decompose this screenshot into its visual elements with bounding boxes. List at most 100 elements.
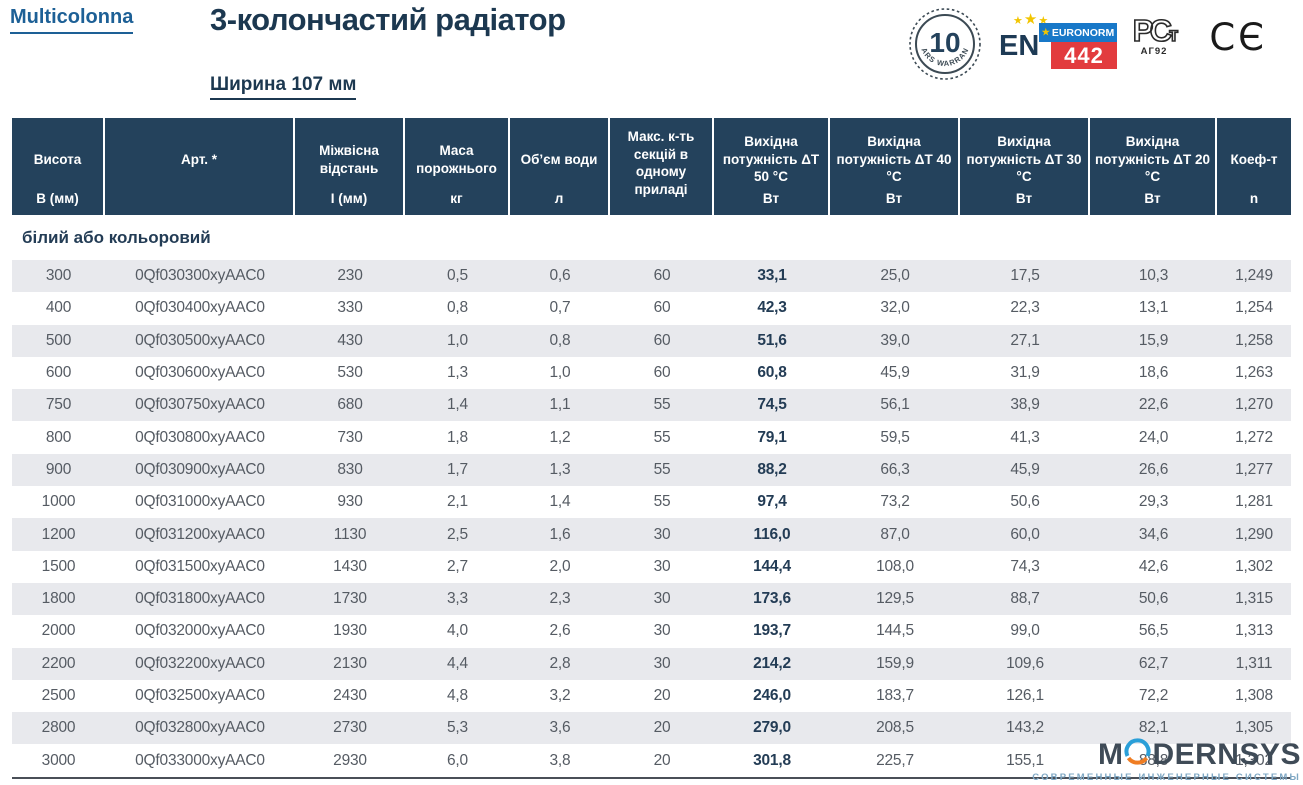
rostest-mark-icon: РСт АГ92 <box>1123 13 1185 58</box>
table-cell: 301,8 <box>753 751 791 769</box>
table-cell: 30 <box>653 525 671 543</box>
table-cell: 225,7 <box>876 751 914 769</box>
table-row: 750 0Qf030750xyAAC0 680 1,4 1,1 55 74,5 56,1 38,… <box>12 389 1291 422</box>
table-cell: 45,9 <box>880 364 910 382</box>
table-cell: 60 <box>653 299 671 317</box>
table-cell: 3,2 <box>549 687 571 704</box>
table-cell: 38,9 <box>1010 396 1040 414</box>
table-cell: 55 <box>653 428 671 446</box>
table-cell: 0,5 <box>447 267 468 285</box>
table-cell: 51,6 <box>757 331 787 349</box>
table-cell: 2,7 <box>447 557 468 575</box>
table-cell: 1,2 <box>549 428 571 446</box>
table-cell: 0Qf030300xyAAC0 <box>135 267 265 285</box>
table-cell: 20 <box>653 751 671 769</box>
table-cell: 680 <box>337 396 363 414</box>
table-row: 2500 0Qf032500xyAAC0 2430 4,8 3,2 20 246,0 183,… <box>12 679 1291 713</box>
table-cell: 0Qf032800xyAAC0 <box>135 719 265 737</box>
watermark-tagline: СОВРЕМЕННЫЕ ИНЖЕНЕРНЫЕ СИСТЕМЫ <box>1032 772 1301 783</box>
column-header-unit <box>109 191 289 208</box>
table-cell: 800 <box>45 428 72 446</box>
table-cell: 3000 <box>41 751 76 769</box>
table-row: 1800 0Qf031800xyAAC0 1730 3,3 2,3 30 173,6 129,… <box>12 582 1291 616</box>
column-header: Маса порожнього кг <box>405 118 510 215</box>
column-header: Вихідна потужність ΔT 20 °C Вт <box>1090 118 1217 215</box>
table-row: 1500 0Qf031500xyAAC0 1430 2,7 2,0 30 144,4 108,… <box>12 550 1291 583</box>
table-cell: 1,4 <box>549 493 571 511</box>
table-cell: 60 <box>653 267 671 285</box>
euronorm-bar: ★ EURONORM <box>1039 23 1117 42</box>
table-cell: 1,8 <box>447 428 468 446</box>
euronorm-label: EURONORM <box>1051 26 1115 39</box>
table-cell: 1200 <box>41 525 76 543</box>
table-cell: 1,7 <box>447 460 468 478</box>
table-cell: 1,313 <box>1235 622 1273 640</box>
column-header-unit <box>614 198 708 208</box>
table-cell: 88,2 <box>757 460 787 478</box>
table-cell: 1500 <box>41 557 76 575</box>
column-header-unit: В (мм) <box>36 191 79 206</box>
table-cell: 1,3 <box>447 364 468 382</box>
table-cell: 24,0 <box>1138 428 1169 446</box>
euronorm-442-icon: ★★★ EN ★ EURONORM 442 <box>999 11 1117 70</box>
table-cell: 0Qf033000xyAAC0 <box>135 751 265 769</box>
table-row: 400 0Qf030400xyAAC0 330 0,8 0,7 60 42,3 32,0 22,… <box>12 292 1291 325</box>
table-cell: 0Qf031000xyAAC0 <box>135 493 265 511</box>
column-header-label: Вихідна потужність ΔT 20 °C <box>1094 134 1211 185</box>
table-cell: 88,8 <box>1138 751 1169 769</box>
table-row: 3000 0Qf033000xyAAC0 2930 6,0 3,8 20 301,8 225,… <box>12 744 1291 777</box>
column-header-label: Вихідна потужність ΔT 30 °C <box>966 134 1082 185</box>
table-cell: 6,0 <box>447 751 468 769</box>
table-cell: 56,1 <box>880 396 910 414</box>
table-cell: 0Qf032200xyAAC0 <box>135 654 265 672</box>
rostest-code: АГ92 <box>1140 46 1168 58</box>
table-cell: 144,5 <box>876 622 914 640</box>
table-cell: 129,5 <box>876 590 914 608</box>
table-row: 600 0Qf030600xyAAC0 530 1,3 1,0 60 60,8 45,9 31,… <box>12 356 1291 390</box>
table-body: 300 0Qf030300xyAAC0 230 0,5 0,6 60 33,1 25,0 17,… <box>12 260 1291 779</box>
column-header-unit: n <box>1249 191 1259 206</box>
euronorm-en-label: EN <box>999 30 1040 62</box>
table-cell: 930 <box>337 493 363 511</box>
table-cell: 1730 <box>333 590 367 608</box>
table-cell: 50,6 <box>1010 493 1040 511</box>
table-cell: 0,6 <box>549 267 571 285</box>
table-cell: 1,258 <box>1235 331 1273 349</box>
table-cell: 1,263 <box>1235 364 1273 382</box>
table-cell: 0Qf032500xyAAC0 <box>135 687 265 704</box>
table-cell: 155,1 <box>1006 751 1044 769</box>
table-cell: 74,5 <box>757 396 787 414</box>
table-row: 300 0Qf030300xyAAC0 230 0,5 0,6 60 33,1 25,0 17,… <box>12 260 1291 293</box>
spec-table: Висота В (мм) Арт. * Міжвісна відстань I (мм… <box>12 118 1291 779</box>
table-cell: 33,1 <box>757 267 787 285</box>
table-cell: 60,0 <box>1010 525 1040 543</box>
table-cell: 600 <box>45 364 72 382</box>
table-cell: 25,0 <box>880 267 910 285</box>
table-cell: 126,1 <box>1006 687 1044 704</box>
table-cell: 4,8 <box>447 687 468 704</box>
table-cell: 30 <box>653 557 671 575</box>
table-cell: 2430 <box>333 687 367 704</box>
table-cell: 73,2 <box>880 493 910 511</box>
warranty-badge-icon: 10 YEARS WARRANTY <box>904 0 983 87</box>
table-cell: 143,2 <box>1006 719 1044 737</box>
table-cell: 3,8 <box>549 751 571 769</box>
table-cell: 1,281 <box>1235 493 1273 511</box>
table-cell: 1930 <box>333 622 367 640</box>
table-cell: 60,8 <box>757 364 787 382</box>
table-cell: 1,311 <box>1235 654 1273 672</box>
table-cell: 1,6 <box>549 525 571 543</box>
page-subtitle: Ширина 107 мм <box>210 74 357 100</box>
table-cell: 1130 <box>333 525 367 543</box>
table-cell: 3,3 <box>447 590 468 608</box>
column-header: Міжвісна відстань I (мм) <box>295 118 405 215</box>
table-cell: 1430 <box>333 557 367 575</box>
table-cell: 2,0 <box>549 557 571 575</box>
table-cell: 2,1 <box>447 493 468 511</box>
warranty-number: 10 <box>929 27 960 58</box>
table-cell: 108,0 <box>876 557 914 575</box>
table-cell: 20 <box>653 719 671 737</box>
rostest-letters: РСт <box>1132 13 1179 49</box>
table-cell: 246,0 <box>753 687 791 704</box>
